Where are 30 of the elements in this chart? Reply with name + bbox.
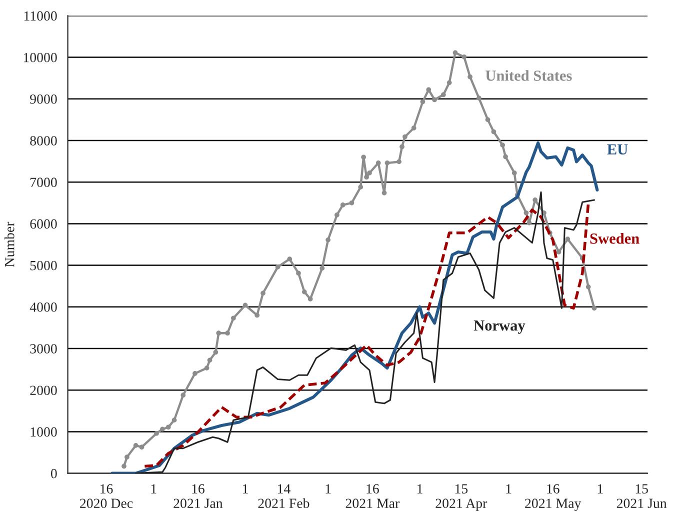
y-tick-label: 7000 xyxy=(30,178,57,188)
y-tick-label: 5000 xyxy=(30,260,57,270)
y-tick-label: 8000 xyxy=(30,136,57,146)
series-label: EU xyxy=(607,144,628,155)
x-tick-label: 16 2020 Dec xyxy=(80,484,133,508)
y-tick-label: 0 xyxy=(50,468,57,478)
x-tick-label: 16 2021 May xyxy=(525,484,582,511)
x-tick-label: 16 2021 Mar xyxy=(346,484,400,508)
y-tick-label: 1000 xyxy=(30,427,57,437)
y-tick-label: 9000 xyxy=(30,94,57,104)
y-tick-label: 11000 xyxy=(24,11,57,21)
x-tick-label: 1 xyxy=(326,484,331,494)
y-tick-label: 3000 xyxy=(30,344,57,354)
y-tick-label: 4000 xyxy=(30,302,57,312)
series-label: Sweden xyxy=(590,233,640,244)
x-tick-label: 1 xyxy=(151,484,156,494)
y-axis-title: Number xyxy=(4,222,14,267)
series-label: Norway xyxy=(474,320,526,334)
x-tick-label: 15 2021 Apr xyxy=(436,484,488,511)
x-tick-label: 1 xyxy=(506,484,512,494)
x-tick-label: 14 2021 Feb xyxy=(258,484,310,508)
y-tick-label: 2000 xyxy=(30,386,57,396)
y-tick-label: 10000 xyxy=(24,52,57,62)
x-tick-label: 16 2021 Jan xyxy=(174,484,223,508)
y-tick-label: 6000 xyxy=(30,219,57,229)
x-tick-label: 15 2021 Jun xyxy=(616,484,667,508)
x-tick-label: 1 xyxy=(243,484,248,494)
x-tick-label: 1 xyxy=(598,484,603,494)
series-label: United States xyxy=(486,70,572,81)
x-tick-label: 1 xyxy=(418,484,422,494)
